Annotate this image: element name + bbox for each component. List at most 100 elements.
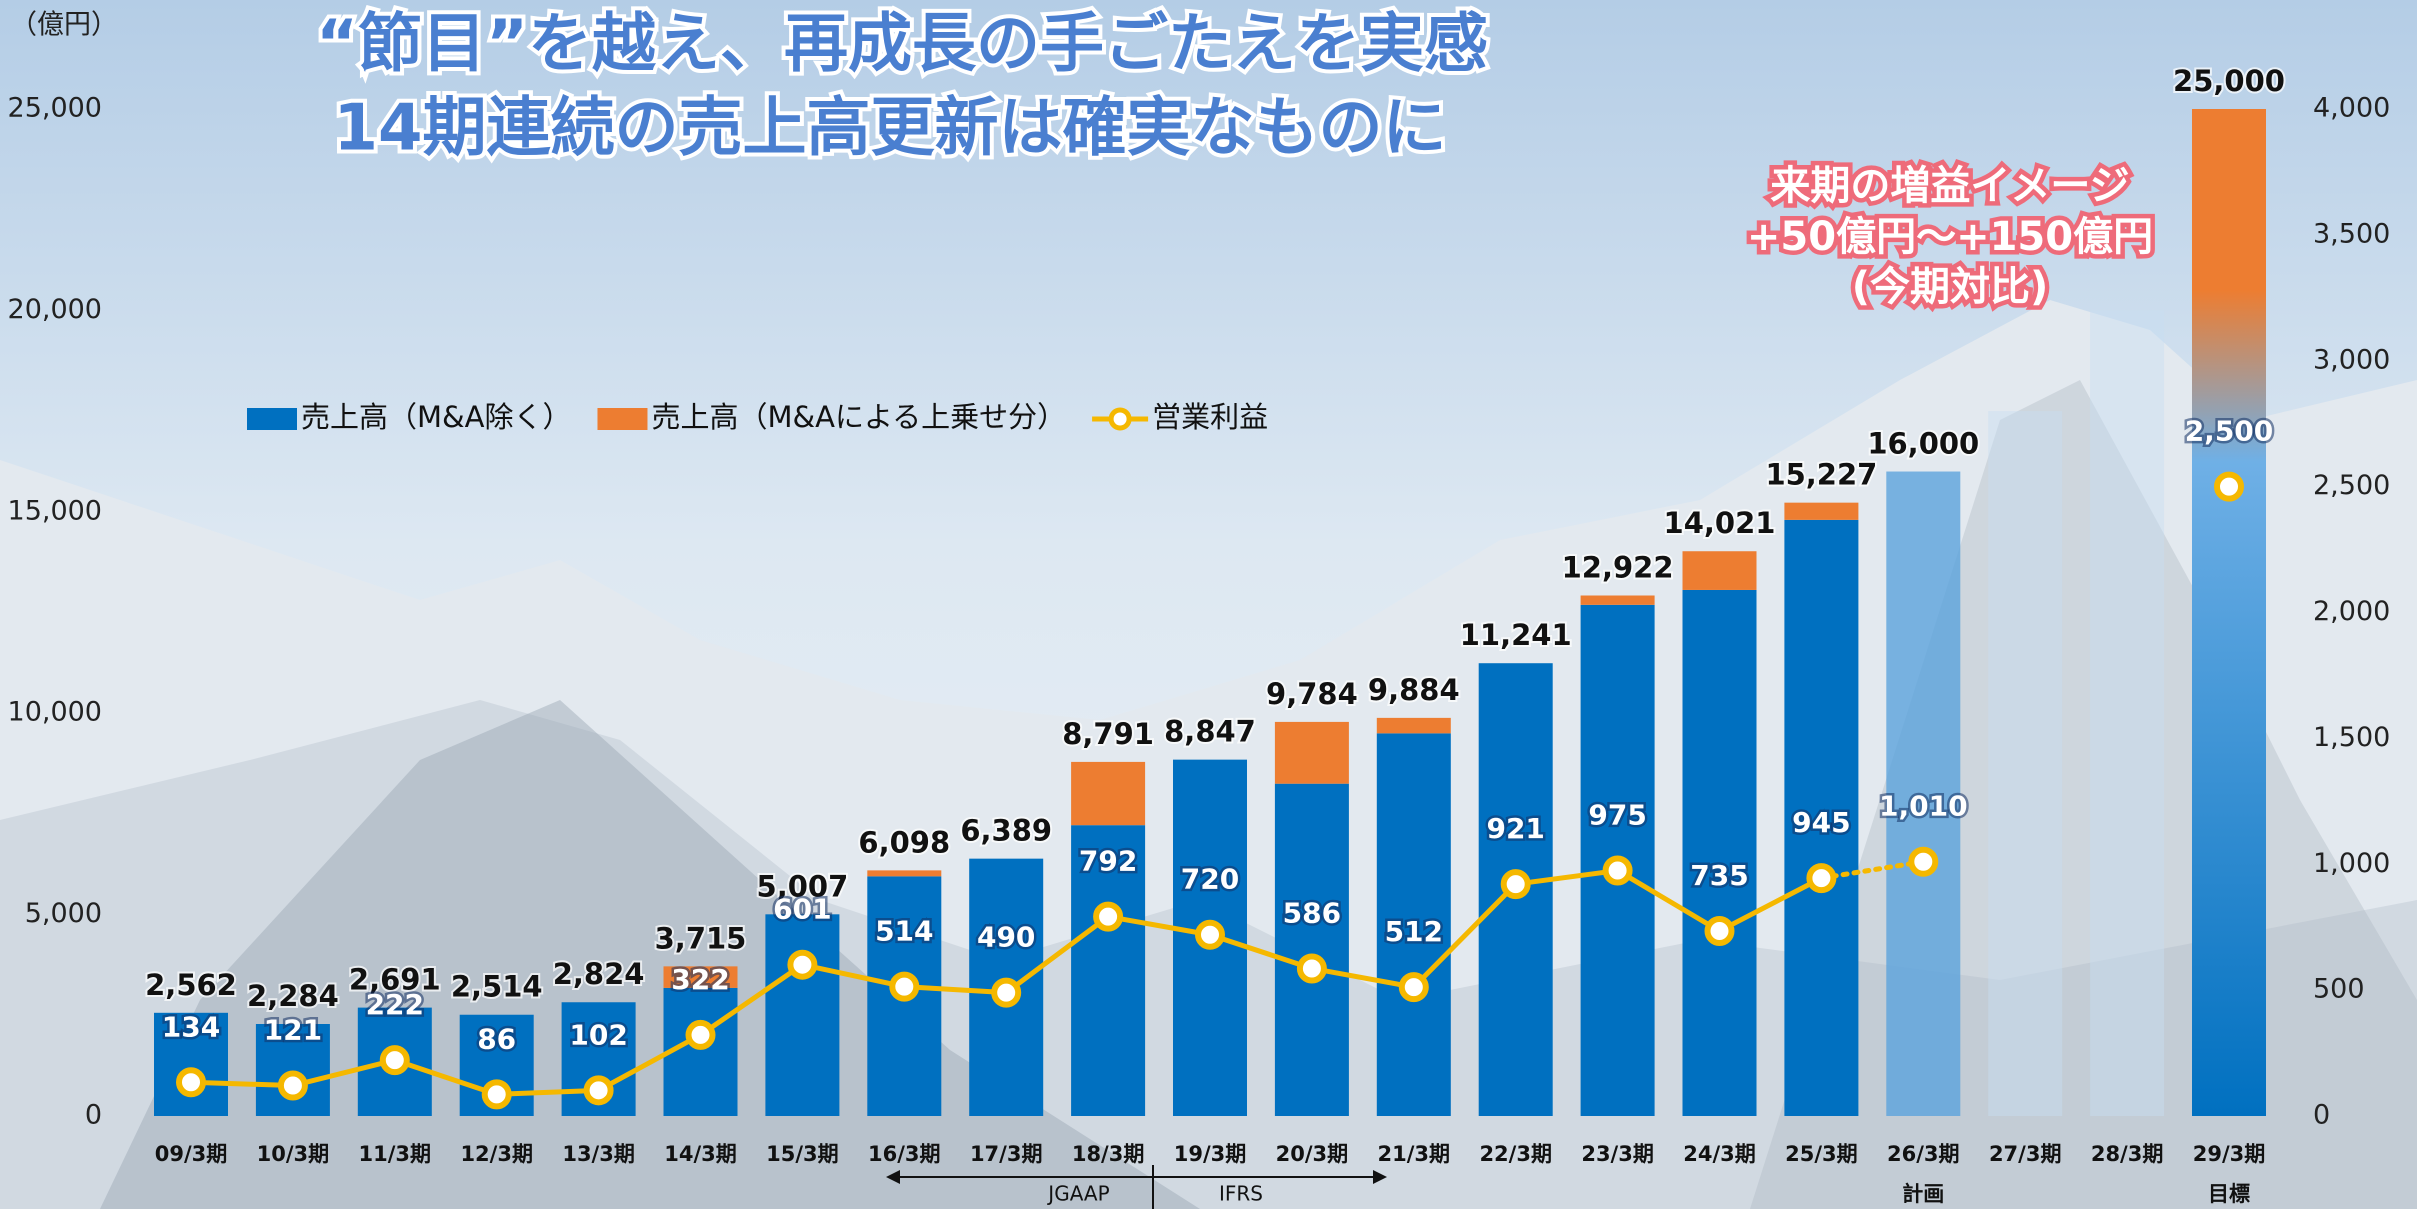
total-label: 2,824 (553, 957, 645, 991)
category-note: 目標 (2208, 1182, 2250, 1206)
line-segment (698, 962, 805, 1038)
y2-tick-label: 3,000 (2313, 344, 2390, 375)
line-segment (1717, 875, 1824, 934)
line-point (583, 1075, 614, 1106)
total-label: 9,784 (1266, 677, 1358, 711)
annotation: 来期の増益イメージ +50億円～+150億円 (今期対比) (1742, 159, 2157, 315)
value-label: 921 (1486, 812, 1544, 845)
bar (255, 1024, 330, 1116)
x-tick-label: 22/3期 (1479, 1142, 1552, 1166)
value-label: 322 (671, 963, 729, 996)
x-tick-label: 09/3期 (155, 1142, 228, 1166)
line-point (277, 1070, 308, 1101)
accounting-label: IFRS (1219, 1182, 1263, 1206)
y2-tick-label: 2,500 (2313, 470, 2390, 501)
annotation-line: +50億円～+150億円 (1747, 214, 2153, 260)
x-tick-label: 29/3期 (2193, 1142, 2266, 1166)
line-point (1602, 855, 1633, 886)
line-point (1908, 846, 1939, 877)
bar (1071, 825, 1146, 1116)
x-tick-label: 28/3期 (2091, 1142, 2164, 1166)
line-segment (290, 1057, 398, 1089)
line-segment (1411, 881, 1519, 990)
bar (1682, 589, 1757, 1116)
total-label: 2,562 (145, 968, 237, 1002)
y2-tick-label: 1,500 (2313, 722, 2390, 753)
x-tick-label: 23/3期 (1581, 1142, 1654, 1166)
line-point (685, 1019, 716, 1050)
y2-tick-label: 2,000 (2313, 596, 2390, 627)
legend-swatch (1108, 407, 1132, 431)
bar-segment (1580, 595, 1655, 605)
line-segment (1818, 859, 1926, 881)
x-tick-label: 10/3期 (257, 1142, 330, 1166)
line-segment (1105, 914, 1213, 938)
total-label: 2,691 (349, 963, 441, 997)
bar (2192, 109, 2266, 1116)
x-tick-label: 18/3期 (1072, 1142, 1145, 1166)
value-label: 1,010 (1879, 790, 1968, 823)
x-tick-label: 26/3期 (1887, 1142, 1960, 1166)
annotation-line: (今期対比) (1852, 264, 2049, 310)
line-segment (1615, 868, 1722, 934)
y2-tick-label: 4,000 (2313, 93, 2390, 124)
value-label: 102 (569, 1018, 627, 1051)
legend-label: 売上高（M&A除く） (301, 400, 571, 434)
bar-segment (1784, 502, 1859, 520)
x-tick-label: 24/3期 (1683, 1142, 1756, 1166)
x-tick-label: 12/3期 (460, 1142, 533, 1166)
x-tick-label: 15/3期 (766, 1142, 839, 1166)
y2-tick-label: 500 (2313, 974, 2365, 1005)
legend-swatch (247, 408, 297, 430)
line-segment (494, 1087, 602, 1097)
line-segment (901, 984, 1009, 996)
value-label: 975 (1588, 799, 1646, 832)
value-label: 735 (1690, 859, 1748, 892)
line-segment (1207, 932, 1315, 971)
bar-segment (1682, 551, 1757, 590)
bar-segment (1071, 761, 1146, 826)
bar (1784, 519, 1859, 1116)
line-point (787, 949, 818, 980)
y-unit: （億円） (10, 10, 118, 41)
bar (154, 1012, 228, 1116)
y2-tick-label: 1,000 (2313, 848, 2390, 879)
line-segment (799, 962, 907, 990)
x-tick-label: 21/3期 (1378, 1142, 1451, 1166)
line-point (991, 977, 1022, 1008)
total-label: 12,922 (1562, 551, 1674, 585)
line-point (1296, 953, 1327, 984)
bar (1274, 783, 1349, 1116)
value-label: 86 (477, 1022, 516, 1055)
line-point (1806, 863, 1837, 894)
x-tick-label: 14/3期 (664, 1142, 737, 1166)
legend-label: 営業利益 (1152, 400, 1268, 434)
line-point (1195, 919, 1225, 950)
bar-segment (867, 870, 942, 877)
line-point (481, 1079, 512, 1110)
line-segment (596, 1032, 703, 1093)
line-point (1093, 901, 1124, 932)
legend-label: 売上高（M&Aによる上乗せ分） (651, 400, 1066, 434)
line-point (379, 1045, 410, 1076)
bar (1376, 733, 1451, 1116)
line-point (889, 971, 920, 1002)
total-label: 16,000 (1867, 427, 1979, 461)
arrow-head (886, 1170, 900, 1184)
arrow-head (1373, 1170, 1387, 1184)
value-label: 945 (1792, 806, 1850, 839)
line-segment (1309, 965, 1417, 990)
y-tick-label: 20,000 (8, 294, 102, 325)
y-tick-label: 10,000 (8, 697, 102, 728)
total-label: 5,007 (757, 869, 849, 903)
total-label: 25,000 (2173, 64, 2285, 98)
line-segment (188, 1079, 296, 1089)
value-label: 134 (162, 1010, 220, 1043)
category-note: 計画 (1902, 1182, 1944, 1206)
line-point (2214, 471, 2244, 502)
accounting-label: JGAAP (1046, 1182, 1109, 1206)
value-label: 792 (1079, 845, 1137, 878)
bar (765, 914, 840, 1116)
line-point (1500, 869, 1531, 900)
